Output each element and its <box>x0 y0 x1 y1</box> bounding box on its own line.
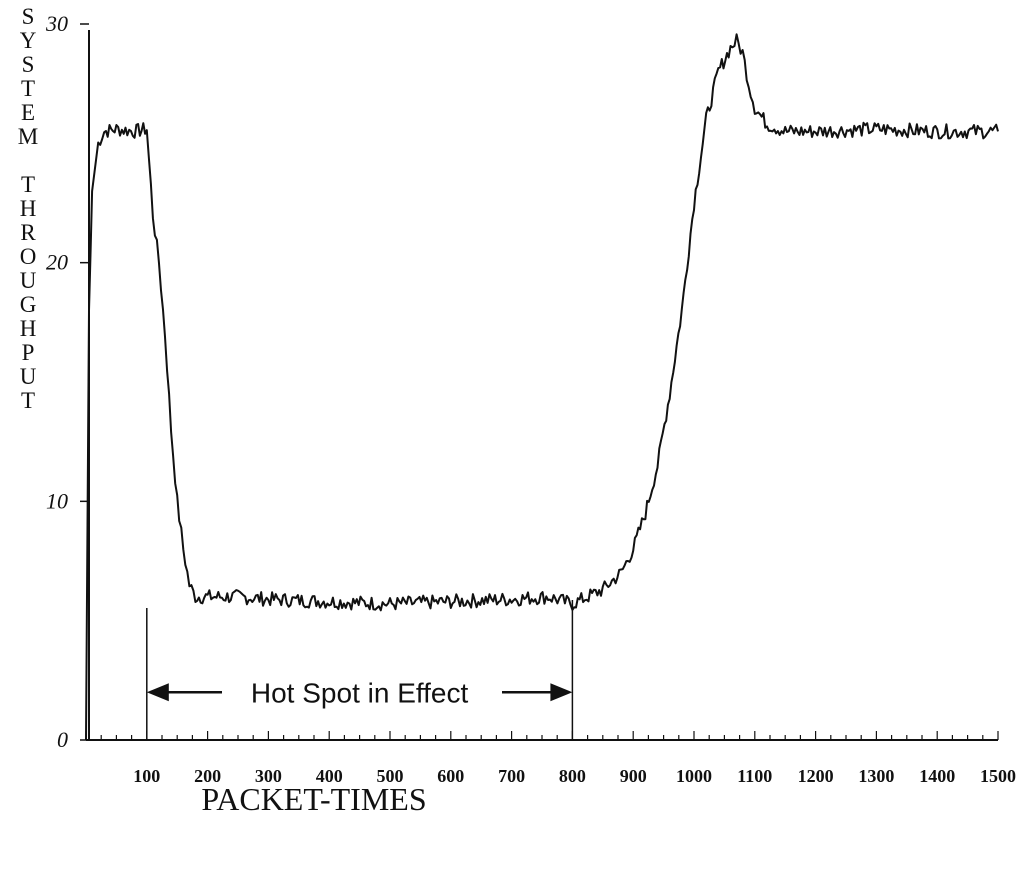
x-tick-label: 600 <box>437 766 464 786</box>
annotation-group: Hot Spot in Effect <box>146 600 574 740</box>
x-tick-label: 400 <box>316 766 343 786</box>
series-group <box>85 33 999 741</box>
x-tick-label: 1100 <box>737 766 772 786</box>
x-tick-label: 1300 <box>858 766 894 786</box>
x-tick-label: 900 <box>620 766 647 786</box>
y-tick-label: 20 <box>46 250 68 275</box>
x-tick-label: 1000 <box>676 766 712 786</box>
ylabel-letter: Y <box>20 28 37 53</box>
x-tick-label: 800 <box>559 766 586 786</box>
ylabel-letter: T <box>21 172 35 197</box>
x-tick-label: 1500 <box>980 766 1016 786</box>
x-tick-label: 300 <box>255 766 282 786</box>
x-tick-label: 500 <box>377 766 404 786</box>
x-tick-label: 200 <box>194 766 221 786</box>
ylabel-letter: T <box>21 76 35 101</box>
arrow-left-icon <box>146 683 169 702</box>
ylabel-letter: T <box>21 388 35 413</box>
ylabel-letter: H <box>20 196 37 221</box>
x-tick-label: 700 <box>498 766 525 786</box>
ylabel-letter: S <box>22 52 35 77</box>
ylabel-letter: G <box>20 292 37 317</box>
annotation-text: Hot Spot in Effect <box>251 677 469 708</box>
arrow-right-icon <box>550 683 573 702</box>
ylabel-letter: E <box>21 100 35 125</box>
ylabel-letter: H <box>20 316 37 341</box>
x-axis-label: PACKET-TIMES <box>201 781 426 817</box>
ylabel-letter: U <box>20 364 37 389</box>
ylabel-letter: U <box>20 268 37 293</box>
y-tick-label: 0 <box>57 727 68 752</box>
y-axis: 0 10 20 30 <box>45 11 90 752</box>
x-axis: 100 200 300 400 500 600 700 800 900 1000 1100 1200 1… <box>85 731 1016 786</box>
x-tick-label: 1200 <box>798 766 834 786</box>
ylabel-letter: O <box>20 244 37 269</box>
ylabel-letter: P <box>22 340 35 365</box>
y-tick-label: 10 <box>46 488 68 513</box>
x-tick-label: 100 <box>133 766 160 786</box>
ylabel-letter: R <box>20 220 36 245</box>
series-line-0 <box>85 33 999 741</box>
ylabel-letter: M <box>18 124 38 149</box>
ylabel-letter: S <box>22 4 35 29</box>
y-tick-label: 30 <box>45 11 68 36</box>
x-tick-label: 1400 <box>919 766 955 786</box>
